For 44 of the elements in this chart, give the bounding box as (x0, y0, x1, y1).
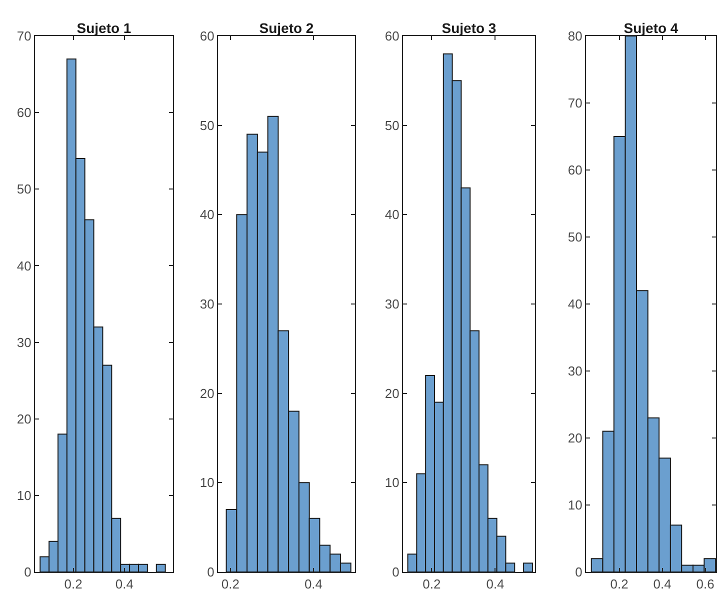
y-tick-label: 0 (24, 564, 32, 580)
chart-title: Sujeto 3 (442, 20, 496, 36)
x-tick-label: 0.4 (653, 576, 672, 592)
y-tick-label: 50 (200, 118, 214, 133)
chart-title: Sujeto 1 (76, 20, 132, 36)
y-tick-label: 60 (568, 162, 582, 178)
chart-title: Sujeto 2 (259, 20, 314, 36)
y-tick-label: 20 (384, 386, 400, 401)
y-tick-label: 0 (392, 564, 400, 580)
y-tick-label: 10 (16, 488, 32, 503)
y-tick-label: 0 (575, 564, 582, 580)
y-tick-label: 30 (568, 364, 582, 379)
y-tick-label: 40 (16, 258, 32, 274)
y-tick-label: 60 (16, 105, 32, 120)
y-tick-label: 30 (200, 296, 214, 312)
y-tick-label: 50 (16, 182, 32, 197)
chart-title: Sujeto 4 (624, 20, 678, 36)
x-tick-label: 0.2 (610, 576, 628, 592)
y-tick-label: 60 (384, 28, 400, 44)
y-tick-label: 10 (384, 475, 400, 490)
y-tick-label: 80 (568, 28, 582, 44)
x-tick-label: 0.2 (64, 576, 82, 592)
y-tick-label: 50 (568, 230, 582, 245)
y-tick-label: 0 (207, 564, 214, 580)
y-tick-label: 20 (16, 411, 32, 426)
y-tick-label: 30 (384, 296, 400, 312)
y-tick-label: 40 (384, 207, 400, 222)
y-tick-label: 30 (16, 334, 32, 350)
x-tick-label: 0.2 (422, 576, 441, 592)
x-tick-label: 0.6 (696, 576, 714, 592)
x-tick-label: 0.4 (115, 576, 134, 592)
y-tick-label: 10 (568, 498, 582, 513)
y-tick-label: 20 (200, 386, 214, 401)
y-tick-label: 70 (16, 28, 32, 44)
y-tick-label: 40 (568, 296, 582, 312)
y-tick-label: 10 (200, 475, 214, 490)
y-tick-label: 60 (200, 28, 214, 44)
x-tick-label: 0.2 (221, 576, 240, 592)
y-tick-label: 50 (384, 118, 400, 133)
x-tick-label: 0.4 (486, 576, 504, 592)
y-tick-label: 20 (568, 430, 582, 446)
y-tick-label: 40 (200, 207, 214, 222)
y-tick-label: 70 (568, 96, 582, 111)
x-tick-label: 0.4 (304, 576, 323, 592)
